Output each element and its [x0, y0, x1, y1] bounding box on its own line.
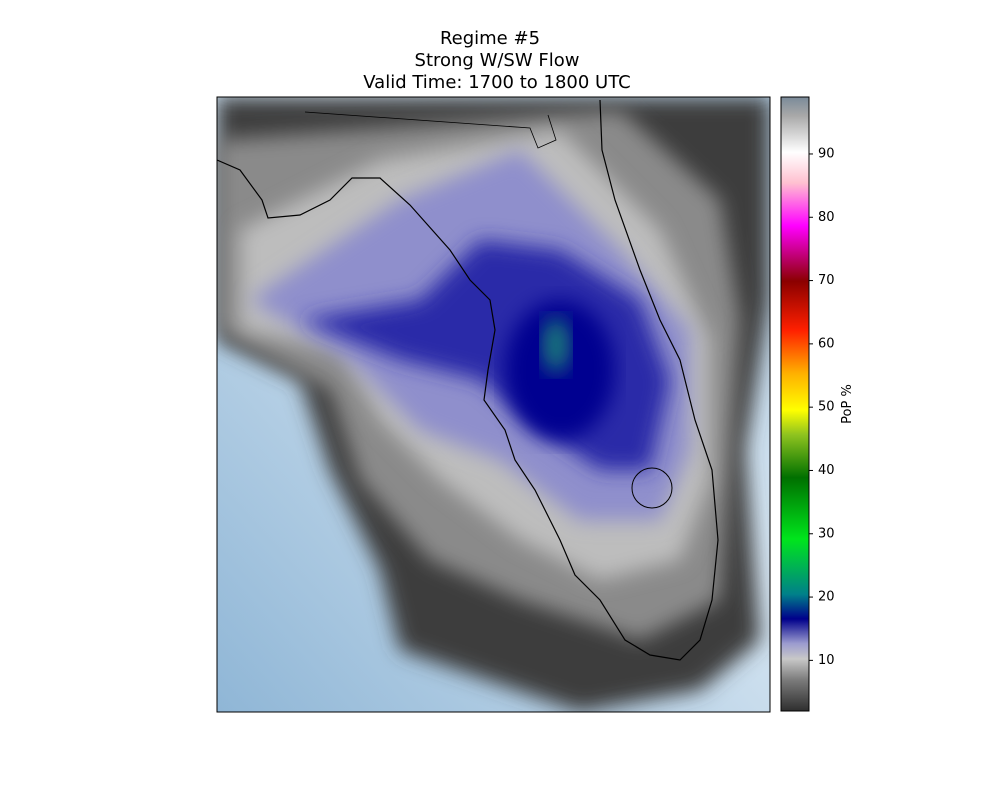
coastline: [217, 99, 719, 661]
title-line: Regime #5: [440, 28, 540, 49]
colorbar-tick-label: 20: [818, 590, 835, 605]
colorbar-tick-label: 10: [818, 653, 835, 668]
title-line: Valid Time: 1700 to 1800 UTC: [363, 72, 630, 93]
colorbar-label: PoP %: [840, 384, 855, 424]
colorbar-tick-label: 50: [818, 400, 835, 415]
colorbar-tick-label: 30: [818, 526, 835, 541]
lake-okeechobee: [631, 467, 673, 509]
teal-core: [542, 317, 570, 373]
colorbar-tick-label: 40: [818, 463, 835, 478]
colorbar-tick-label: 60: [818, 336, 835, 351]
map: [217, 97, 770, 712]
colorbar-tick-label: 70: [818, 273, 835, 288]
title-line: Strong W/SW Flow: [415, 50, 580, 71]
map-frame: [216, 96, 771, 713]
colorbar-tick-label: 90: [818, 146, 835, 161]
colorbar-tick-label: 80: [818, 210, 835, 225]
colorbar-scale: [780, 96, 810, 712]
title: Regime #5 Strong W/SW Flow Valid Time: 1…: [363, 28, 630, 93]
state-border: [304, 111, 557, 149]
colorbar: PoP % 10 20 30 40 50 60 70 80 90: [780, 96, 855, 712]
